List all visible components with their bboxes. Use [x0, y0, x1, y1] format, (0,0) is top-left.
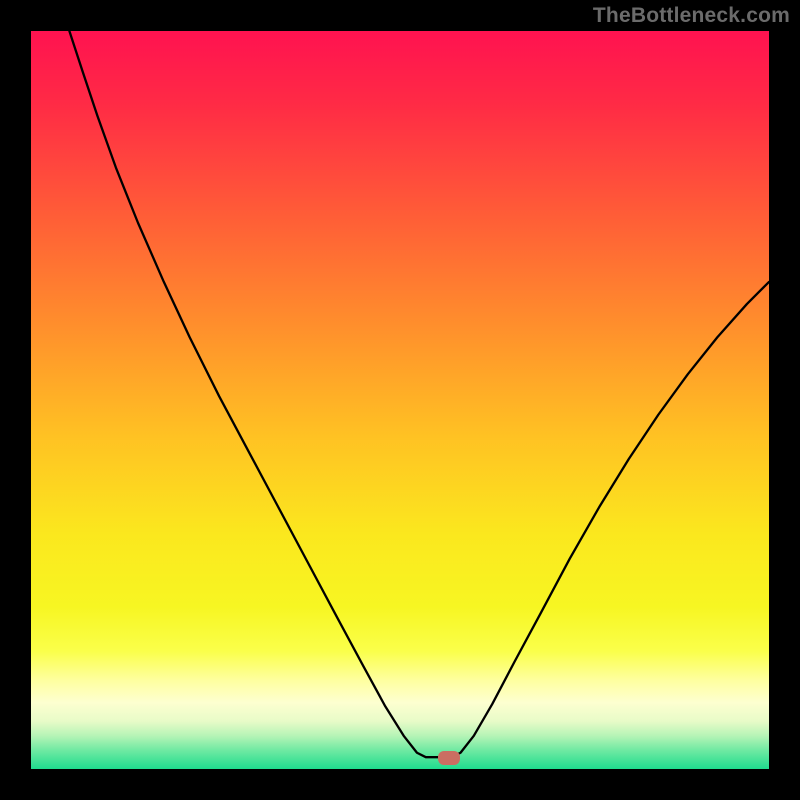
- chart-frame: TheBottleneck.com: [0, 0, 800, 800]
- chart-svg: [31, 31, 769, 769]
- gradient-background: [31, 31, 769, 769]
- watermark-text: TheBottleneck.com: [593, 4, 790, 28]
- optimum-marker: [438, 751, 460, 765]
- plot-area: [31, 31, 769, 769]
